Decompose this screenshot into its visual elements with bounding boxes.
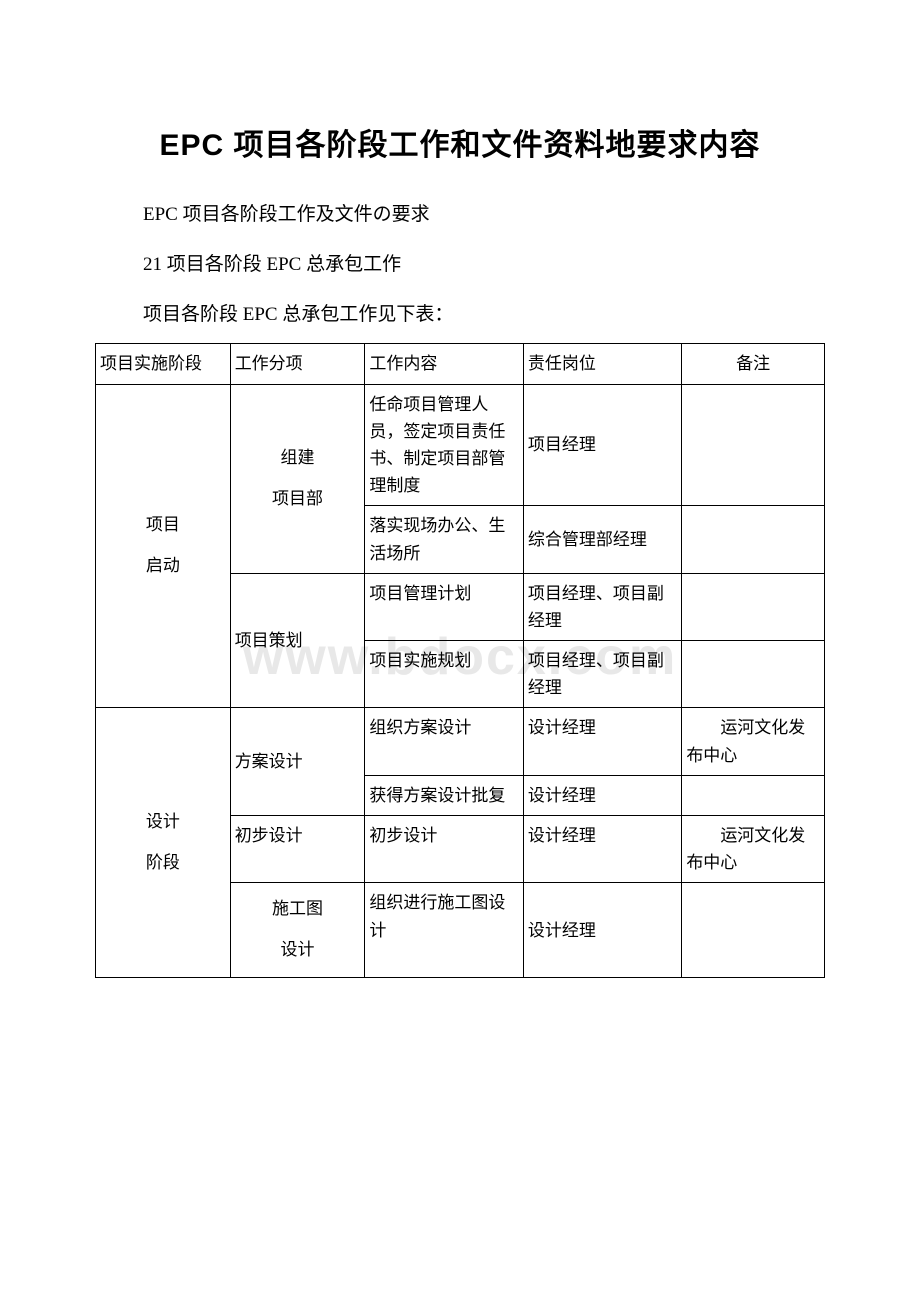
intro-line-3: 项目各阶段 EPC 总承包工作见下表： xyxy=(143,294,825,336)
cell-position: 设计经理 xyxy=(523,816,681,883)
cell-content: 初步设计 xyxy=(365,816,523,883)
cell-remark xyxy=(682,384,825,506)
cell-remark xyxy=(682,506,825,573)
cell-remark: 运河文化发布中心 xyxy=(682,708,825,775)
cell-position: 设计经理 xyxy=(523,708,681,775)
cell-remark xyxy=(682,573,825,640)
header-category: 工作分项 xyxy=(230,344,365,384)
cell-position: 设计经理 xyxy=(523,883,681,978)
cell-category: 方案设计 xyxy=(230,708,365,816)
cell-remark xyxy=(682,775,825,815)
table-row: 项目 启动 组建 项目部 任命项目管理人员，签定项目责任书、制定项目部管理制度 … xyxy=(96,384,825,506)
cell-position: 项目经理、项目副经理 xyxy=(523,641,681,708)
page-title: EPC 项目各阶段工作和文件资料地要求内容 xyxy=(95,120,825,164)
cell-position: 项目经理 xyxy=(523,384,681,506)
table-row: 设计 阶段 方案设计 组织方案设计 设计经理 运河文化发布中心 xyxy=(96,708,825,775)
header-stage: 项目实施阶段 xyxy=(96,344,231,384)
cell-content: 获得方案设计批复 xyxy=(365,775,523,815)
header-remark: 备注 xyxy=(682,344,825,384)
cell-category: 组建 项目部 xyxy=(230,384,365,573)
cell-remark xyxy=(682,641,825,708)
cell-stage: 项目 启动 xyxy=(96,384,231,708)
cell-remark: 运河文化发布中心 xyxy=(682,816,825,883)
cell-remark xyxy=(682,883,825,978)
cell-position: 项目经理、项目副经理 xyxy=(523,573,681,640)
cell-content: 组织进行施工图设计 xyxy=(365,883,523,978)
cell-category: 初步设计 xyxy=(230,816,365,883)
cell-content: 落实现场办公、生活场所 xyxy=(365,506,523,573)
table-header-row: 项目实施阶段 工作分项 工作内容 责任岗位 备注 xyxy=(96,344,825,384)
cell-content: 项目实施规划 xyxy=(365,641,523,708)
intro-line-1: EPC 项目各阶段工作及文件の要求 xyxy=(143,194,825,236)
cell-position: 设计经理 xyxy=(523,775,681,815)
cell-stage: 设计 阶段 xyxy=(96,708,231,978)
cell-content: 项目管理计划 xyxy=(365,573,523,640)
cell-category: 施工图 设计 xyxy=(230,883,365,978)
cell-position: 综合管理部经理 xyxy=(523,506,681,573)
epc-stages-table: 项目实施阶段 工作分项 工作内容 责任岗位 备注 项目 启动 组建 项目部 任命… xyxy=(95,343,825,978)
page-content: EPC 项目各阶段工作和文件资料地要求内容 EPC 项目各阶段工作及文件の要求 … xyxy=(95,120,825,978)
cell-category: 项目策划 xyxy=(230,573,365,708)
intro-line-2: 21 项目各阶段 EPC 总承包工作 xyxy=(143,244,825,286)
cell-content: 任命项目管理人员，签定项目责任书、制定项目部管理制度 xyxy=(365,384,523,506)
header-content: 工作内容 xyxy=(365,344,523,384)
cell-content: 组织方案设计 xyxy=(365,708,523,775)
header-position: 责任岗位 xyxy=(523,344,681,384)
